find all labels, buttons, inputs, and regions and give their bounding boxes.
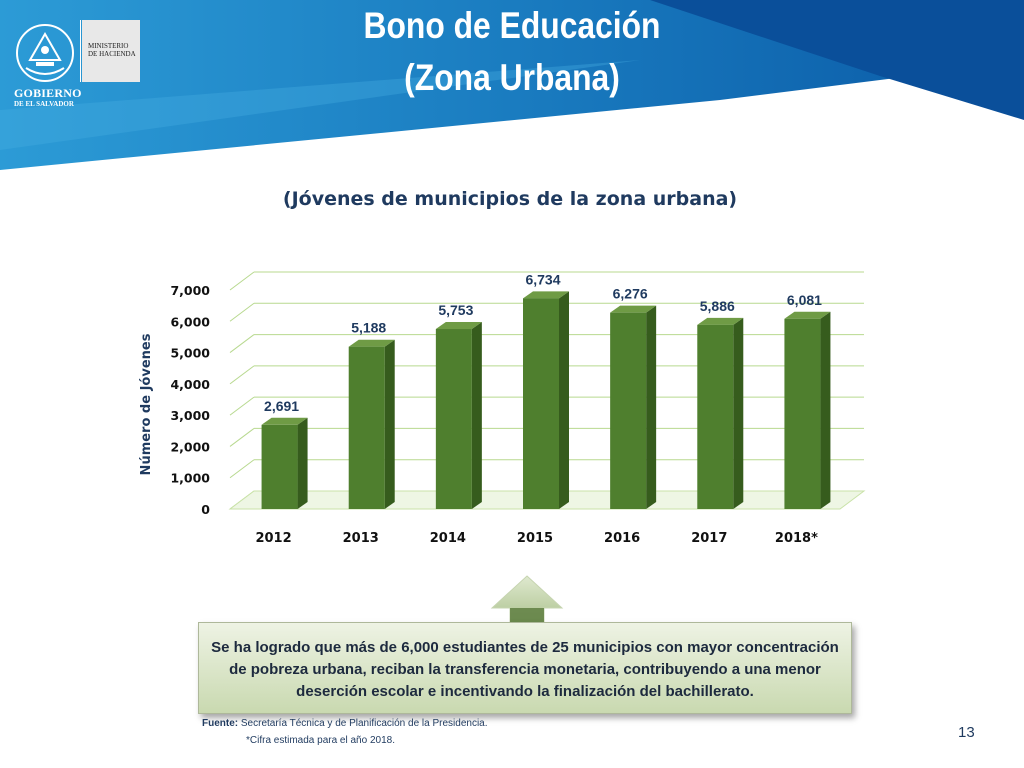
estimate-note: *Cifra estimada para el año 2018. — [246, 735, 395, 746]
bar-side — [297, 417, 308, 509]
government-line2: DE EL SALVADOR — [14, 100, 74, 108]
gridline-depth — [229, 271, 255, 291]
bar-side — [559, 291, 569, 509]
bar-side — [646, 305, 657, 509]
data-label: 6,081 — [787, 292, 822, 308]
x-tick-label: 2013 — [343, 531, 379, 546]
bar-top — [697, 317, 744, 325]
x-tick-label: 2012 — [255, 531, 291, 546]
source-text: Secretaría Técnica y de Planificación de… — [240, 718, 488, 729]
government-logo: MINISTERIO DE HACIENDA GOBIERNO DE EL SA… — [10, 16, 142, 108]
bar — [435, 329, 472, 509]
ministry-line1: MINISTERIO — [88, 42, 129, 50]
bar-top — [784, 311, 831, 319]
data-label: 6,734 — [525, 271, 560, 287]
gridline-depth — [229, 396, 255, 416]
bar-top — [523, 291, 569, 299]
y-tick-label: 7,000 — [170, 283, 210, 298]
coat-of-arms-icon — [16, 24, 74, 82]
x-tick-label: 2018* — [775, 531, 818, 546]
y-tick-label: 6,000 — [170, 314, 210, 329]
ministry-badge: MINISTERIO DE HACIENDA — [82, 20, 140, 82]
y-tick-label: 2,000 — [170, 439, 210, 454]
ministry-line2: DE HACIENDA — [88, 50, 136, 58]
bar-top — [435, 322, 482, 330]
x-tick-label: 2017 — [691, 531, 727, 546]
data-label: 6,276 — [613, 286, 648, 302]
data-label: 5,753 — [438, 302, 473, 318]
data-label: 5,188 — [351, 320, 386, 336]
data-label: 2,691 — [264, 398, 299, 414]
government-line1: GOBIERNO — [14, 86, 82, 100]
header-banner — [0, 0, 1024, 170]
y-tick-label: 0 — [201, 502, 210, 517]
gridline-depth — [229, 428, 255, 447]
chart-title: (Jóvenes de municipios de la zona urbana… — [282, 188, 738, 210]
gridline-depth — [229, 302, 255, 322]
y-tick-label: 4,000 — [170, 377, 210, 392]
bar — [697, 324, 734, 509]
bar-top — [261, 417, 308, 425]
logo-divider — [80, 20, 81, 82]
source-label: Fuente: — [202, 718, 239, 729]
x-tick-label: 2015 — [517, 531, 553, 546]
bar — [261, 424, 298, 509]
bar-side — [384, 339, 395, 509]
y-axis-label: Número de Jóvenes — [139, 333, 154, 475]
bar — [523, 298, 559, 509]
page-title-line1: Bono de Educación — [363, 5, 661, 46]
bar-side — [471, 322, 482, 509]
page-title-line2: (Zona Urbana) — [404, 57, 620, 98]
summary-callout: Se ha logrado que más de 6,000 estudiant… — [198, 622, 852, 714]
x-tick-label: 2014 — [430, 531, 466, 546]
bar — [610, 312, 647, 509]
page-number: 13 — [958, 724, 975, 741]
bar-chart: 0 1,000 2,000 3,000 4,000 5,000 6,000 7,000 Núme… — [139, 271, 866, 546]
gridline-depth — [229, 334, 255, 353]
gridline-depth — [229, 365, 255, 385]
bar — [348, 346, 385, 509]
y-tick-label: 1,000 — [170, 471, 210, 486]
bar-top — [348, 339, 395, 347]
source-note: Fuente: Secretaría Técnica y de Planific… — [202, 718, 488, 729]
y-tick-label: 5,000 — [170, 346, 210, 361]
bar — [784, 318, 821, 509]
x-tick-label: 2016 — [604, 531, 640, 546]
bar-side — [733, 317, 744, 509]
gridline-depth — [229, 459, 255, 479]
data-label: 5,886 — [700, 298, 735, 314]
bar-side — [820, 311, 831, 509]
y-tick-label: 3,000 — [170, 408, 210, 423]
bar-top — [610, 305, 657, 313]
